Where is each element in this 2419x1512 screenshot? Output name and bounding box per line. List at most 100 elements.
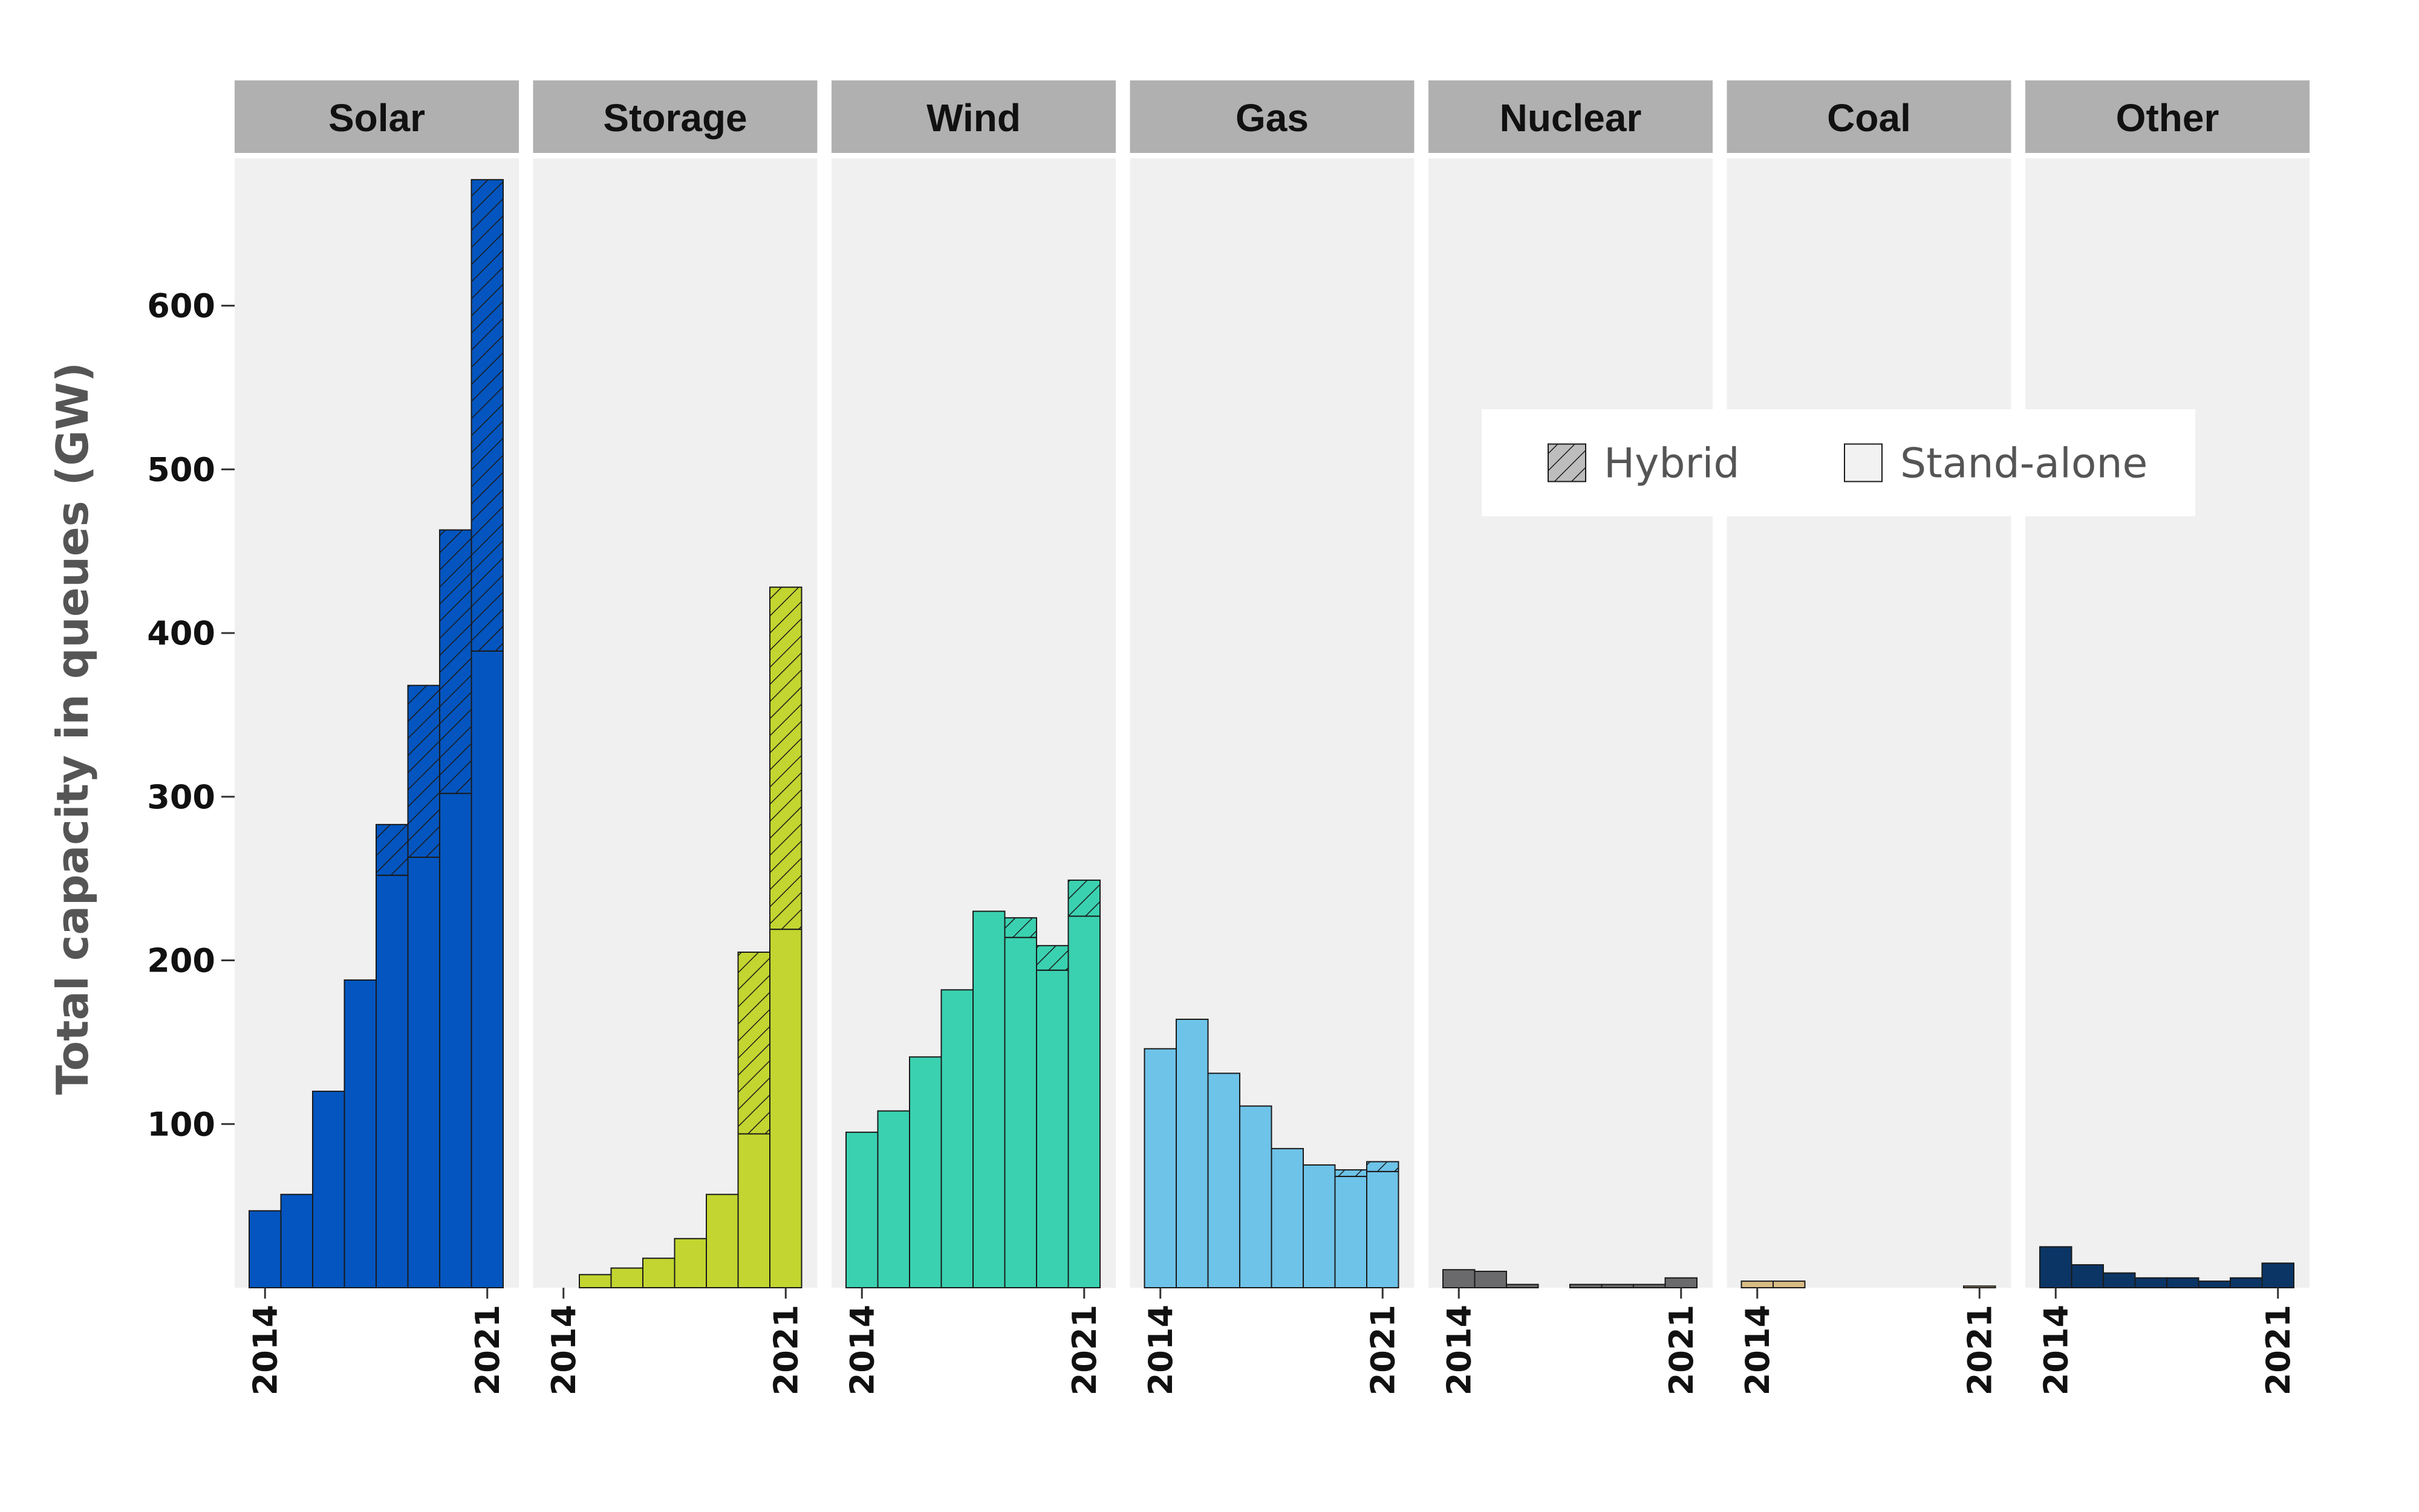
bar-standalone-storage-2017 bbox=[642, 1257, 676, 1288]
panel-background bbox=[1428, 158, 1713, 1288]
bar-standalone-wind-2016 bbox=[909, 1056, 942, 1289]
facet-label: Solar bbox=[328, 96, 425, 140]
facet-label: Gas bbox=[1236, 96, 1309, 140]
x-tick-label: 2021 bbox=[767, 1305, 805, 1395]
bar-standalone-nuclear-2019 bbox=[1601, 1283, 1634, 1288]
x-tick-label: 2014 bbox=[2037, 1305, 2075, 1395]
bar-standalone-storage-2016 bbox=[610, 1267, 643, 1288]
facet-strip bbox=[533, 80, 818, 153]
bar-standalone-other-2016 bbox=[2103, 1272, 2136, 1288]
y-tick-label: 600 bbox=[147, 287, 215, 325]
bar-standalone-gas-2019 bbox=[1303, 1164, 1336, 1289]
legend-label: Hybrid bbox=[1604, 440, 1740, 488]
bar-standalone-nuclear-2015 bbox=[1474, 1270, 1507, 1288]
facet-label: Coal bbox=[1827, 96, 1911, 140]
bar-hybrid-gas-2021 bbox=[1366, 1161, 1399, 1172]
bar-standalone-nuclear-2014 bbox=[1442, 1269, 1476, 1288]
panel-wind: Wind 2014 2021 bbox=[832, 80, 1116, 1395]
facet-strip bbox=[1130, 80, 1415, 153]
bar-standalone-nuclear-2020 bbox=[1633, 1283, 1666, 1288]
bar-standalone-other-2021 bbox=[2261, 1262, 2294, 1289]
y-tick-label: 400 bbox=[147, 614, 215, 652]
y-tick-label: 200 bbox=[147, 942, 215, 980]
bar-standalone-nuclear-2021 bbox=[1664, 1277, 1698, 1289]
bar-standalone-solar-2020 bbox=[439, 793, 472, 1288]
bar-standalone-wind-2020 bbox=[1036, 969, 1069, 1288]
bar-standalone-wind-2021 bbox=[1067, 915, 1101, 1288]
panel-storage: Storage 2014 2021 bbox=[533, 80, 818, 1395]
bar-standalone-other-2019 bbox=[2198, 1280, 2231, 1288]
bar-standalone-solar-2016 bbox=[312, 1091, 345, 1289]
panel-background bbox=[1727, 158, 2011, 1288]
bar-standalone-other-2020 bbox=[2230, 1277, 2263, 1289]
bar-standalone-solar-2019 bbox=[407, 856, 440, 1289]
bar-hybrid-wind-2020 bbox=[1036, 945, 1069, 971]
y-tick-label: 300 bbox=[147, 778, 215, 816]
panel-other: Other 2014 2021 bbox=[2025, 80, 2310, 1395]
bar-standalone-solar-2018 bbox=[376, 874, 409, 1288]
facet-strip bbox=[1727, 80, 2011, 153]
bar-standalone-storage-2019 bbox=[706, 1193, 739, 1289]
bar-standalone-storage-2021 bbox=[769, 929, 803, 1288]
x-tick-label: 2021 bbox=[2259, 1305, 2297, 1395]
panel-nuclear: Nuclear 2014 2021 bbox=[1428, 80, 1713, 1395]
bar-hybrid-solar-2020 bbox=[439, 529, 472, 794]
legend: Hybrid Stand-alone bbox=[1482, 409, 2195, 516]
bar-hybrid-storage-2021 bbox=[769, 586, 803, 930]
x-tick-label: 2021 bbox=[1364, 1305, 1402, 1395]
bar-standalone-coal-2014 bbox=[1740, 1280, 1774, 1288]
bar-standalone-solar-2017 bbox=[343, 979, 377, 1289]
facet-label: Other bbox=[2116, 96, 2219, 140]
facet-panels: Solar 2014 2021 Storage 2014 2021 Wind 2014 2021… bbox=[235, 80, 2310, 1395]
x-tick-label: 2014 bbox=[1739, 1305, 1777, 1395]
facet-strip bbox=[832, 80, 1116, 153]
bar-standalone-gas-2020 bbox=[1334, 1175, 1367, 1288]
bar-standalone-storage-2018 bbox=[674, 1238, 707, 1289]
bar-standalone-nuclear-2018 bbox=[1569, 1283, 1603, 1288]
y-axis: 100 200 300 400 500 600 bbox=[147, 287, 235, 1143]
legend-label: Stand-alone bbox=[1900, 440, 2147, 488]
bar-standalone-solar-2021 bbox=[470, 650, 504, 1288]
bar-standalone-wind-2018 bbox=[972, 910, 1006, 1289]
bar-hybrid-solar-2018 bbox=[376, 823, 409, 876]
bar-hybrid-solar-2019 bbox=[407, 684, 440, 858]
y-axis-title: Total capacity in queues (GW) bbox=[47, 362, 98, 1095]
bar-standalone-storage-2015 bbox=[579, 1274, 612, 1289]
bar-standalone-solar-2014 bbox=[249, 1210, 282, 1288]
bar-hybrid-gas-2020 bbox=[1334, 1169, 1367, 1177]
bar-standalone-wind-2015 bbox=[877, 1110, 910, 1289]
bar-standalone-other-2015 bbox=[2071, 1264, 2104, 1289]
x-tick-label: 2021 bbox=[469, 1305, 507, 1395]
panel-background bbox=[2025, 158, 2310, 1288]
facet-label: Storage bbox=[603, 96, 747, 140]
bar-hybrid-solar-2021 bbox=[470, 179, 504, 652]
facet-label: Nuclear bbox=[1500, 96, 1642, 140]
x-tick-label: 2014 bbox=[843, 1305, 881, 1395]
y-tick-label: 100 bbox=[147, 1105, 215, 1143]
legend-box bbox=[1482, 409, 2195, 516]
facet-label: Wind bbox=[926, 96, 1021, 140]
x-tick-label: 2021 bbox=[1961, 1305, 1999, 1395]
bar-standalone-wind-2019 bbox=[1004, 936, 1037, 1288]
x-tick-label: 2014 bbox=[1440, 1305, 1478, 1395]
bar-standalone-wind-2017 bbox=[940, 989, 974, 1288]
x-tick-label: 2021 bbox=[1662, 1305, 1701, 1395]
panel-coal: Coal 2014 2021 bbox=[1727, 80, 2011, 1395]
x-tick-label: 2014 bbox=[246, 1305, 284, 1395]
y-tick-label: 500 bbox=[147, 450, 215, 488]
bar-standalone-nuclear-2016 bbox=[1506, 1283, 1539, 1288]
x-tick-label: 2014 bbox=[545, 1305, 583, 1395]
bar-standalone-gas-2021 bbox=[1366, 1170, 1399, 1289]
bar-standalone-other-2018 bbox=[2166, 1277, 2199, 1289]
facet-strip bbox=[235, 80, 519, 153]
bar-standalone-gas-2017 bbox=[1239, 1105, 1272, 1288]
panel-gas: Gas 2014 2021 bbox=[1130, 80, 1415, 1395]
bar-standalone-gas-2014 bbox=[1144, 1048, 1177, 1289]
bar-standalone-coal-2015 bbox=[1773, 1280, 1806, 1288]
bar-standalone-other-2014 bbox=[2039, 1246, 2072, 1289]
x-tick-label: 2021 bbox=[1066, 1305, 1104, 1395]
bar-hybrid-wind-2021 bbox=[1067, 879, 1101, 917]
bar-hybrid-wind-2019 bbox=[1004, 917, 1037, 938]
facet-strip bbox=[1428, 80, 1713, 153]
